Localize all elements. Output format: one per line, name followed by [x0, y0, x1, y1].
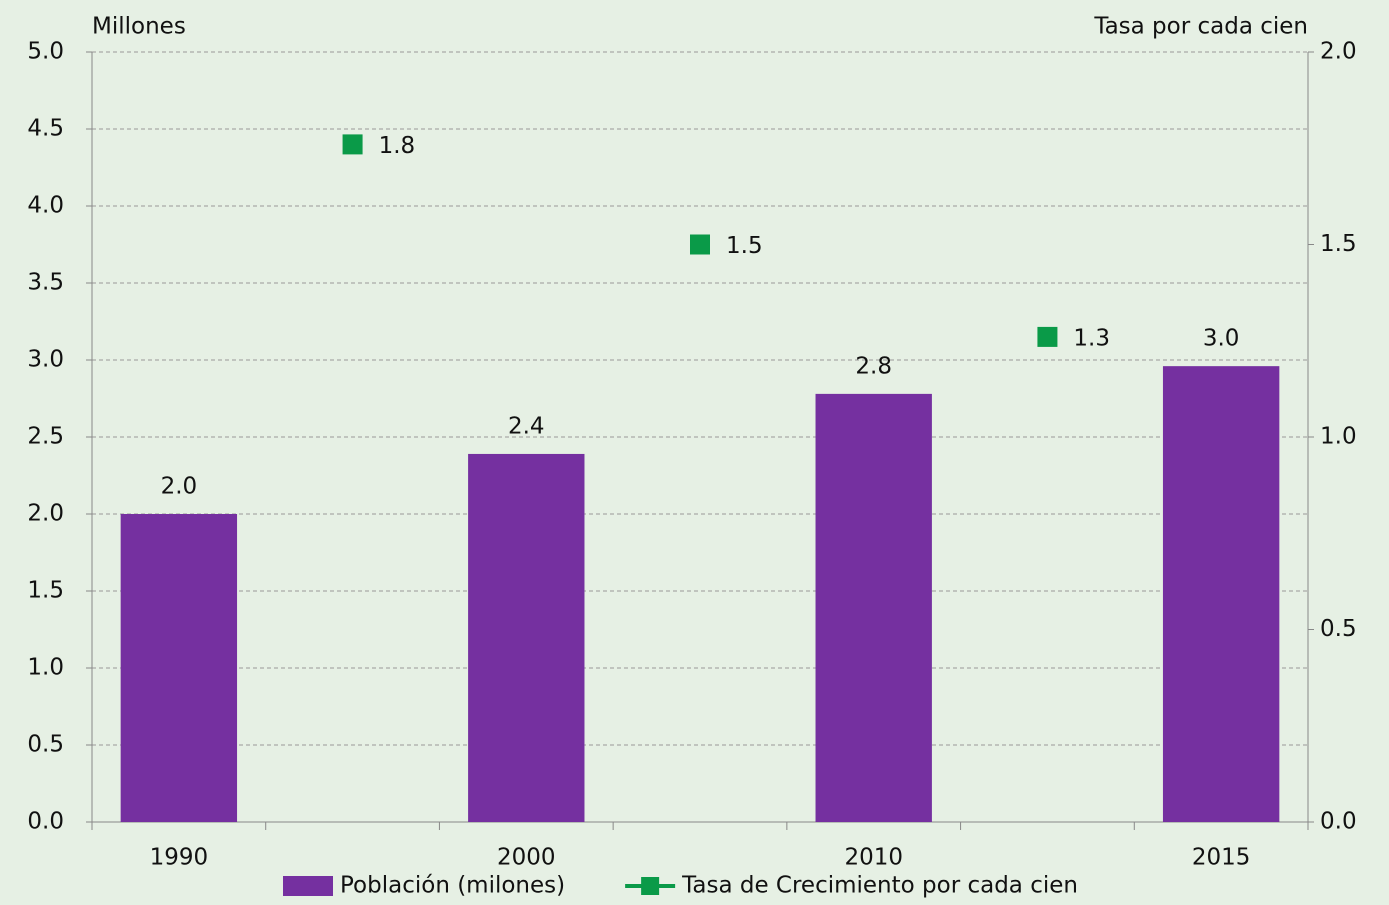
data-label: 1.5	[726, 233, 763, 259]
y-tick-label: 3.0	[27, 347, 64, 373]
y2-tick-label: 2.0	[1320, 39, 1357, 65]
legend-swatch	[283, 876, 333, 896]
x-tick-label: 2010	[844, 845, 903, 871]
data-label: 1.8	[379, 133, 416, 159]
y-tick-label: 1.0	[27, 655, 64, 681]
data-label: 2.0	[161, 474, 198, 500]
y-tick-label: 4.5	[27, 116, 64, 142]
bar	[815, 393, 932, 822]
marker	[342, 134, 363, 155]
x-tick-label: 1990	[150, 845, 209, 871]
y-tick-label: 0.5	[27, 732, 64, 758]
bar	[468, 453, 585, 822]
y-tick-label: 3.5	[27, 270, 64, 296]
x-tick-label: 2000	[497, 845, 556, 871]
y2-tick-label: 0.0	[1320, 809, 1357, 835]
y-tick-label: 2.5	[27, 424, 64, 450]
data-label: 1.3	[1073, 325, 1110, 351]
y-tick-label: 5.0	[27, 39, 64, 65]
legend-label: Tasa de Crecimiento por cada cien	[681, 873, 1078, 899]
data-label: 2.4	[508, 413, 545, 439]
legend-swatch	[641, 877, 660, 895]
y-tick-label: 0.0	[27, 809, 64, 835]
y-tick-label: 1.5	[27, 578, 64, 604]
data-label: 3.0	[1203, 326, 1240, 352]
y2-axis-title: Tasa por cada cien	[1093, 14, 1308, 40]
legend-label: Población (milones)	[340, 873, 565, 899]
marker	[690, 234, 710, 255]
y-axis-title: Millones	[92, 14, 186, 40]
y2-tick-label: 1.0	[1320, 424, 1357, 450]
y2-tick-label: 1.5	[1320, 231, 1357, 257]
y-tick-label: 4.0	[27, 193, 64, 219]
y-tick-label: 2.0	[27, 501, 64, 527]
x-tick-label: 2015	[1192, 845, 1251, 871]
bar	[1162, 366, 1280, 822]
data-label: 2.8	[855, 353, 892, 379]
marker	[1037, 326, 1058, 347]
bar	[120, 514, 238, 822]
y2-tick-label: 0.5	[1320, 616, 1357, 642]
